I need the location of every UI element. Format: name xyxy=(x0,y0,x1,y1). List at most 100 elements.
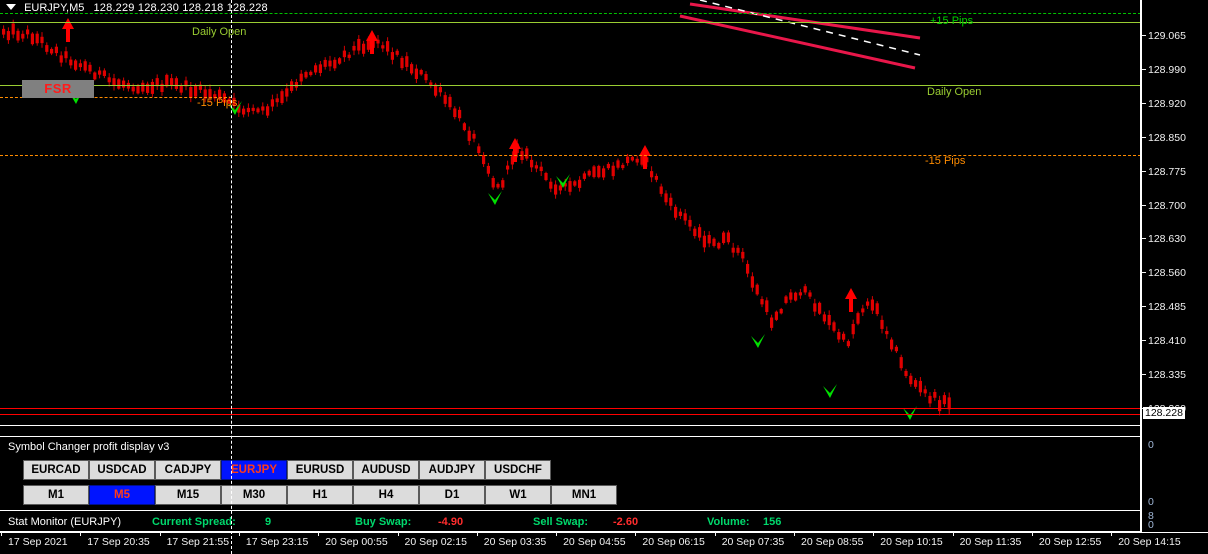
buy-swap-label: Buy Swap: xyxy=(355,516,412,528)
symbol-button-usdchf[interactable]: USDCHF xyxy=(485,460,551,480)
sell-signal-arrow xyxy=(509,138,521,162)
minus15-label-right: -15 Pips xyxy=(925,155,966,167)
time-tick: 20 Sep 04:55 xyxy=(556,532,626,548)
symbol-changer-panel: Symbol Changer profit display v3 EURCAD U… xyxy=(0,438,1141,510)
triangle-down-icon[interactable] xyxy=(6,4,16,11)
time-tick: 17 Sep 21:55 xyxy=(159,532,230,548)
sell-swap-label: Sell Swap: xyxy=(533,516,589,528)
level-line-daily-open xyxy=(0,85,1141,86)
timeframe-button-w1[interactable]: W1 xyxy=(485,485,551,505)
symbol-timeframe-label: EURJPY,M5 xyxy=(24,2,85,14)
subwindow-2-tick-upper: 8 xyxy=(1148,510,1154,522)
current-price-label: 128.228 xyxy=(1143,407,1185,419)
price-tick: 128.700 xyxy=(1142,199,1186,212)
buy-signal-arrow xyxy=(488,191,502,205)
time-tick: 20 Sep 00:55 xyxy=(318,532,388,548)
level-line-minus15 xyxy=(0,155,1141,156)
order-line-target xyxy=(0,425,1141,426)
symbol-button-audjpy[interactable]: AUDJPY xyxy=(419,460,485,480)
timeframe-button-m1[interactable]: M1 xyxy=(23,485,89,505)
minus15-label-left: -15 Pips xyxy=(197,97,238,109)
sell-swap-value: -2.60 xyxy=(613,516,639,528)
sell-signal-arrow xyxy=(639,145,651,169)
candlestick-series xyxy=(679,0,921,70)
level-line-daily-open-upper xyxy=(0,22,1141,23)
ohlc-values: 128.229 128.230 128.218 128.228 xyxy=(93,2,268,14)
sell-signal-arrow xyxy=(845,288,857,312)
price-axis[interactable]: 129.065 128.990 128.920 128.850 128.775 128.7… xyxy=(1141,0,1208,448)
timeframe-button-m30[interactable]: M30 xyxy=(221,485,287,505)
price-tick: 128.485 xyxy=(1142,301,1186,314)
symbol-button-eurjpy[interactable]: EURJPY xyxy=(221,460,287,480)
sell-signal-arrow xyxy=(62,18,74,42)
trendline-lower xyxy=(679,14,916,70)
timeframe-button-d1[interactable]: D1 xyxy=(419,485,485,505)
level-line-minus15-left xyxy=(0,97,232,98)
time-tick: 20 Sep 06:15 xyxy=(635,532,705,548)
time-tick: 20 Sep 08:55 xyxy=(793,532,864,548)
timeframe-button-row: M1 M5 M15 M30 H1 H4 D1 W1 MN1 xyxy=(23,485,617,505)
chart-header: EURJPY,M5 128.229 128.230 128.218 128.22… xyxy=(0,0,1208,16)
volume-label: Volume: xyxy=(707,516,750,528)
price-tick: 128.560 xyxy=(1142,267,1186,280)
timeframe-button-m5[interactable]: M5 xyxy=(89,485,155,505)
price-tick: 128.850 xyxy=(1142,131,1186,144)
panel-separator-2 xyxy=(0,510,1141,511)
spread-label: Current Spread: xyxy=(152,516,236,528)
symbol-button-cadjpy[interactable]: CADJPY xyxy=(155,460,221,480)
buy-signal-arrow xyxy=(69,90,83,104)
subwindow-1-axis: 0 0 xyxy=(1141,436,1208,510)
panel-separator-1 xyxy=(0,436,1141,437)
time-axis[interactable]: 17 Sep 2021 17 Sep 20:35 17 Sep 21:55 17 Se… xyxy=(0,532,1208,554)
symbol-button-usdcad[interactable]: USDCAD xyxy=(89,460,155,480)
price-tick: 128.920 xyxy=(1142,97,1186,110)
crosshair-vertical-line[interactable] xyxy=(231,0,232,554)
signal-arrows xyxy=(62,18,917,420)
price-tick: 129.065 xyxy=(1142,30,1186,42)
time-tick: 20 Sep 07:35 xyxy=(714,532,785,548)
timeframe-button-h1[interactable]: H1 xyxy=(287,485,353,505)
time-tick: 20 Sep 02:15 xyxy=(397,532,467,548)
buy-signal-arrow xyxy=(228,101,242,115)
price-tick: 128.630 xyxy=(1142,233,1186,246)
stat-monitor-bar: Stat Monitor (EURJPY) Current Spread: 9 … xyxy=(0,514,1141,532)
symbol-button-eurcad[interactable]: EURCAD xyxy=(23,460,89,480)
subwindow-1-tick-lower: 0 xyxy=(1148,496,1154,508)
time-tick: 17 Sep 23:15 xyxy=(238,532,309,548)
chart-plot-area[interactable]: FSR Daily Open -15 Pips +15 Pips Daily O… xyxy=(0,0,1141,436)
buy-swap-value: -4.90 xyxy=(438,516,464,528)
spread-value: 9 xyxy=(265,516,272,528)
fsr-indicator-label: FSR xyxy=(22,80,94,98)
price-tick: 128.335 xyxy=(1142,369,1186,381)
timeframe-button-h4[interactable]: H4 xyxy=(353,485,419,505)
time-tick: 17 Sep 20:35 xyxy=(80,532,150,548)
symbol-changer-title: Symbol Changer profit display v3 xyxy=(8,441,170,453)
order-line-entry xyxy=(0,408,1141,409)
time-tick: 20 Sep 14:15 xyxy=(1111,532,1181,548)
time-tick: 20 Sep 10:15 xyxy=(873,532,943,548)
symbol-button-eurusd[interactable]: EURUSD xyxy=(287,460,353,480)
trendline-median xyxy=(699,0,921,56)
stat-monitor-title: Stat Monitor (EURJPY) xyxy=(8,516,122,528)
time-tick: 20 Sep 03:35 xyxy=(476,532,547,548)
timeframe-button-mn1[interactable]: MN1 xyxy=(551,485,617,505)
panel-separator-3 xyxy=(0,531,1141,532)
timeframe-button-m15[interactable]: M15 xyxy=(155,485,221,505)
symbol-button-row: EURCAD USDCAD CADJPY EURJPY EURUSD AUDUSD AUDJ… xyxy=(23,460,551,480)
sell-signal-arrow xyxy=(366,30,378,54)
symbol-button-audusd[interactable]: AUDUSD xyxy=(353,460,419,480)
time-tick: 20 Sep 11:35 xyxy=(952,532,1022,548)
buy-signal-arrow xyxy=(751,334,765,348)
volume-value: 156 xyxy=(763,516,782,528)
time-tick: 20 Sep 12:55 xyxy=(1031,532,1102,548)
subwindow-2-axis: 8 0 xyxy=(1141,510,1208,532)
time-tick: 17 Sep 2021 xyxy=(1,532,68,548)
plus15-label-right: +15 Pips xyxy=(930,15,974,27)
buy-signal-arrow xyxy=(556,174,570,188)
trendline-upper xyxy=(689,2,921,40)
buy-signal-arrow xyxy=(903,406,917,420)
subwindow-1-tick: 0 xyxy=(1148,439,1154,451)
level-line-plus15 xyxy=(0,13,1141,14)
price-tick: 128.410 xyxy=(1142,335,1186,348)
